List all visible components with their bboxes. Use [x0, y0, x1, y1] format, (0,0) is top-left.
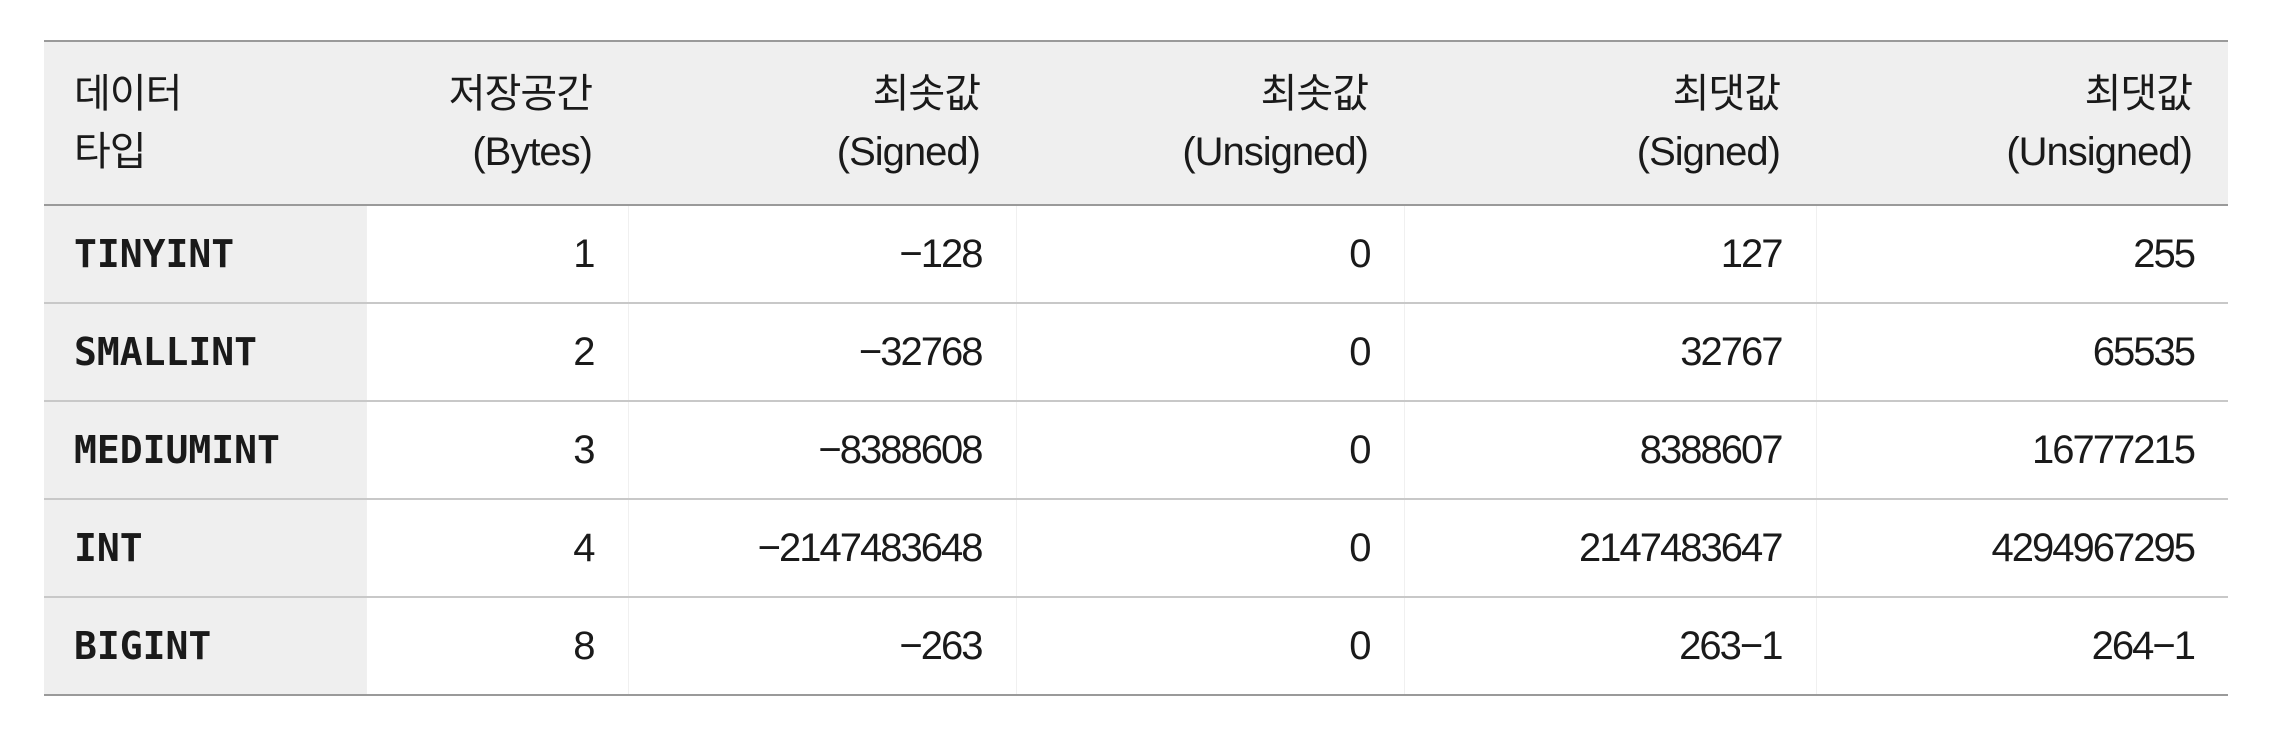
header-data-type-line2: 타입	[74, 130, 147, 174]
header-storage: 저장공간 (Bytes)	[366, 41, 628, 205]
cell-max-unsigned: 4294967295	[1815, 499, 2228, 597]
cell-max-unsigned: 255	[1815, 205, 2228, 303]
cell-max-unsigned: 16777215	[1815, 401, 2228, 499]
header-max-unsigned-line1: 최댓값	[2084, 72, 2193, 116]
header-max-unsigned: 최댓값 (Unsigned)	[1816, 41, 2228, 205]
cell-min-signed: −263	[627, 597, 1016, 695]
table-row: BIGINT 8 −263 0 263−1 264−1	[44, 597, 2228, 695]
header-max-signed-line2: (Signed)	[1636, 130, 1781, 174]
header-min-signed-line2: (Signed)	[836, 130, 981, 174]
header-min-signed-line1: 최솟값	[872, 72, 981, 116]
header-min-unsigned-line1: 최솟값	[1260, 72, 1369, 116]
cell-max-signed: 263−1	[1403, 597, 1816, 695]
cell-min-unsigned: 0	[1015, 597, 1404, 695]
header-min-unsigned-line2: (Unsigned)	[1182, 130, 1369, 174]
cell-bytes: 8	[365, 597, 628, 695]
cell-max-signed: 127	[1403, 205, 1816, 303]
table-body: TINYINT 1 −128 0 127 255 SMALLINT 2 −327…	[44, 205, 2228, 695]
table-row: MEDIUMINT 3 −8388608 0 8388607 16777215	[44, 401, 2228, 499]
cell-bytes: 3	[365, 401, 628, 499]
header-data-type-line1: 데이터	[74, 72, 182, 116]
table-header: 데이터 타입 저장공간 (Bytes) 최솟값 (Signed) 최솟값 (Un…	[44, 41, 2228, 205]
cell-type: MEDIUMINT	[44, 401, 366, 499]
table-row: TINYINT 1 −128 0 127 255	[44, 205, 2228, 303]
cell-max-signed: 8388607	[1403, 401, 1816, 499]
cell-min-unsigned: 0	[1015, 303, 1404, 401]
cell-min-unsigned: 0	[1015, 205, 1404, 303]
header-storage-line2: (Bytes)	[472, 130, 593, 174]
integer-types-table: 데이터 타입 저장공간 (Bytes) 최솟값 (Signed) 최솟값 (Un…	[44, 40, 2228, 696]
cell-min-unsigned: 0	[1015, 401, 1404, 499]
header-max-unsigned-line2: (Unsigned)	[2006, 130, 2193, 174]
header-max-signed-line1: 최댓값	[1672, 72, 1781, 116]
cell-bytes: 1	[365, 205, 628, 303]
header-row: 데이터 타입 저장공간 (Bytes) 최솟값 (Signed) 최솟값 (Un…	[44, 41, 2228, 205]
cell-max-unsigned: 65535	[1815, 303, 2228, 401]
cell-max-signed: 2147483647	[1403, 499, 1816, 597]
cell-min-unsigned: 0	[1015, 499, 1404, 597]
cell-min-signed: −128	[627, 205, 1016, 303]
cell-min-signed: −8388608	[627, 401, 1016, 499]
cell-bytes: 2	[365, 303, 628, 401]
cell-bytes: 4	[365, 499, 628, 597]
cell-type: TINYINT	[44, 205, 366, 303]
header-min-unsigned: 최솟값 (Unsigned)	[1016, 41, 1404, 205]
cell-type: SMALLINT	[44, 303, 366, 401]
cell-min-signed: −2147483648	[627, 499, 1016, 597]
header-data-type: 데이터 타입	[44, 41, 366, 205]
header-storage-line1: 저장공간	[448, 72, 593, 116]
table-row: INT 4 −2147483648 0 2147483647 429496729…	[44, 499, 2228, 597]
integer-types-table-container: 데이터 타입 저장공간 (Bytes) 최솟값 (Signed) 최솟값 (Un…	[44, 40, 2228, 696]
header-max-signed: 최댓값 (Signed)	[1404, 41, 1816, 205]
cell-max-signed: 32767	[1403, 303, 1816, 401]
cell-max-unsigned: 264−1	[1815, 597, 2228, 695]
cell-min-signed: −32768	[627, 303, 1016, 401]
cell-type: INT	[44, 499, 366, 597]
table-row: SMALLINT 2 −32768 0 32767 65535	[44, 303, 2228, 401]
cell-type: BIGINT	[44, 597, 366, 695]
header-min-signed: 최솟값 (Signed)	[628, 41, 1016, 205]
